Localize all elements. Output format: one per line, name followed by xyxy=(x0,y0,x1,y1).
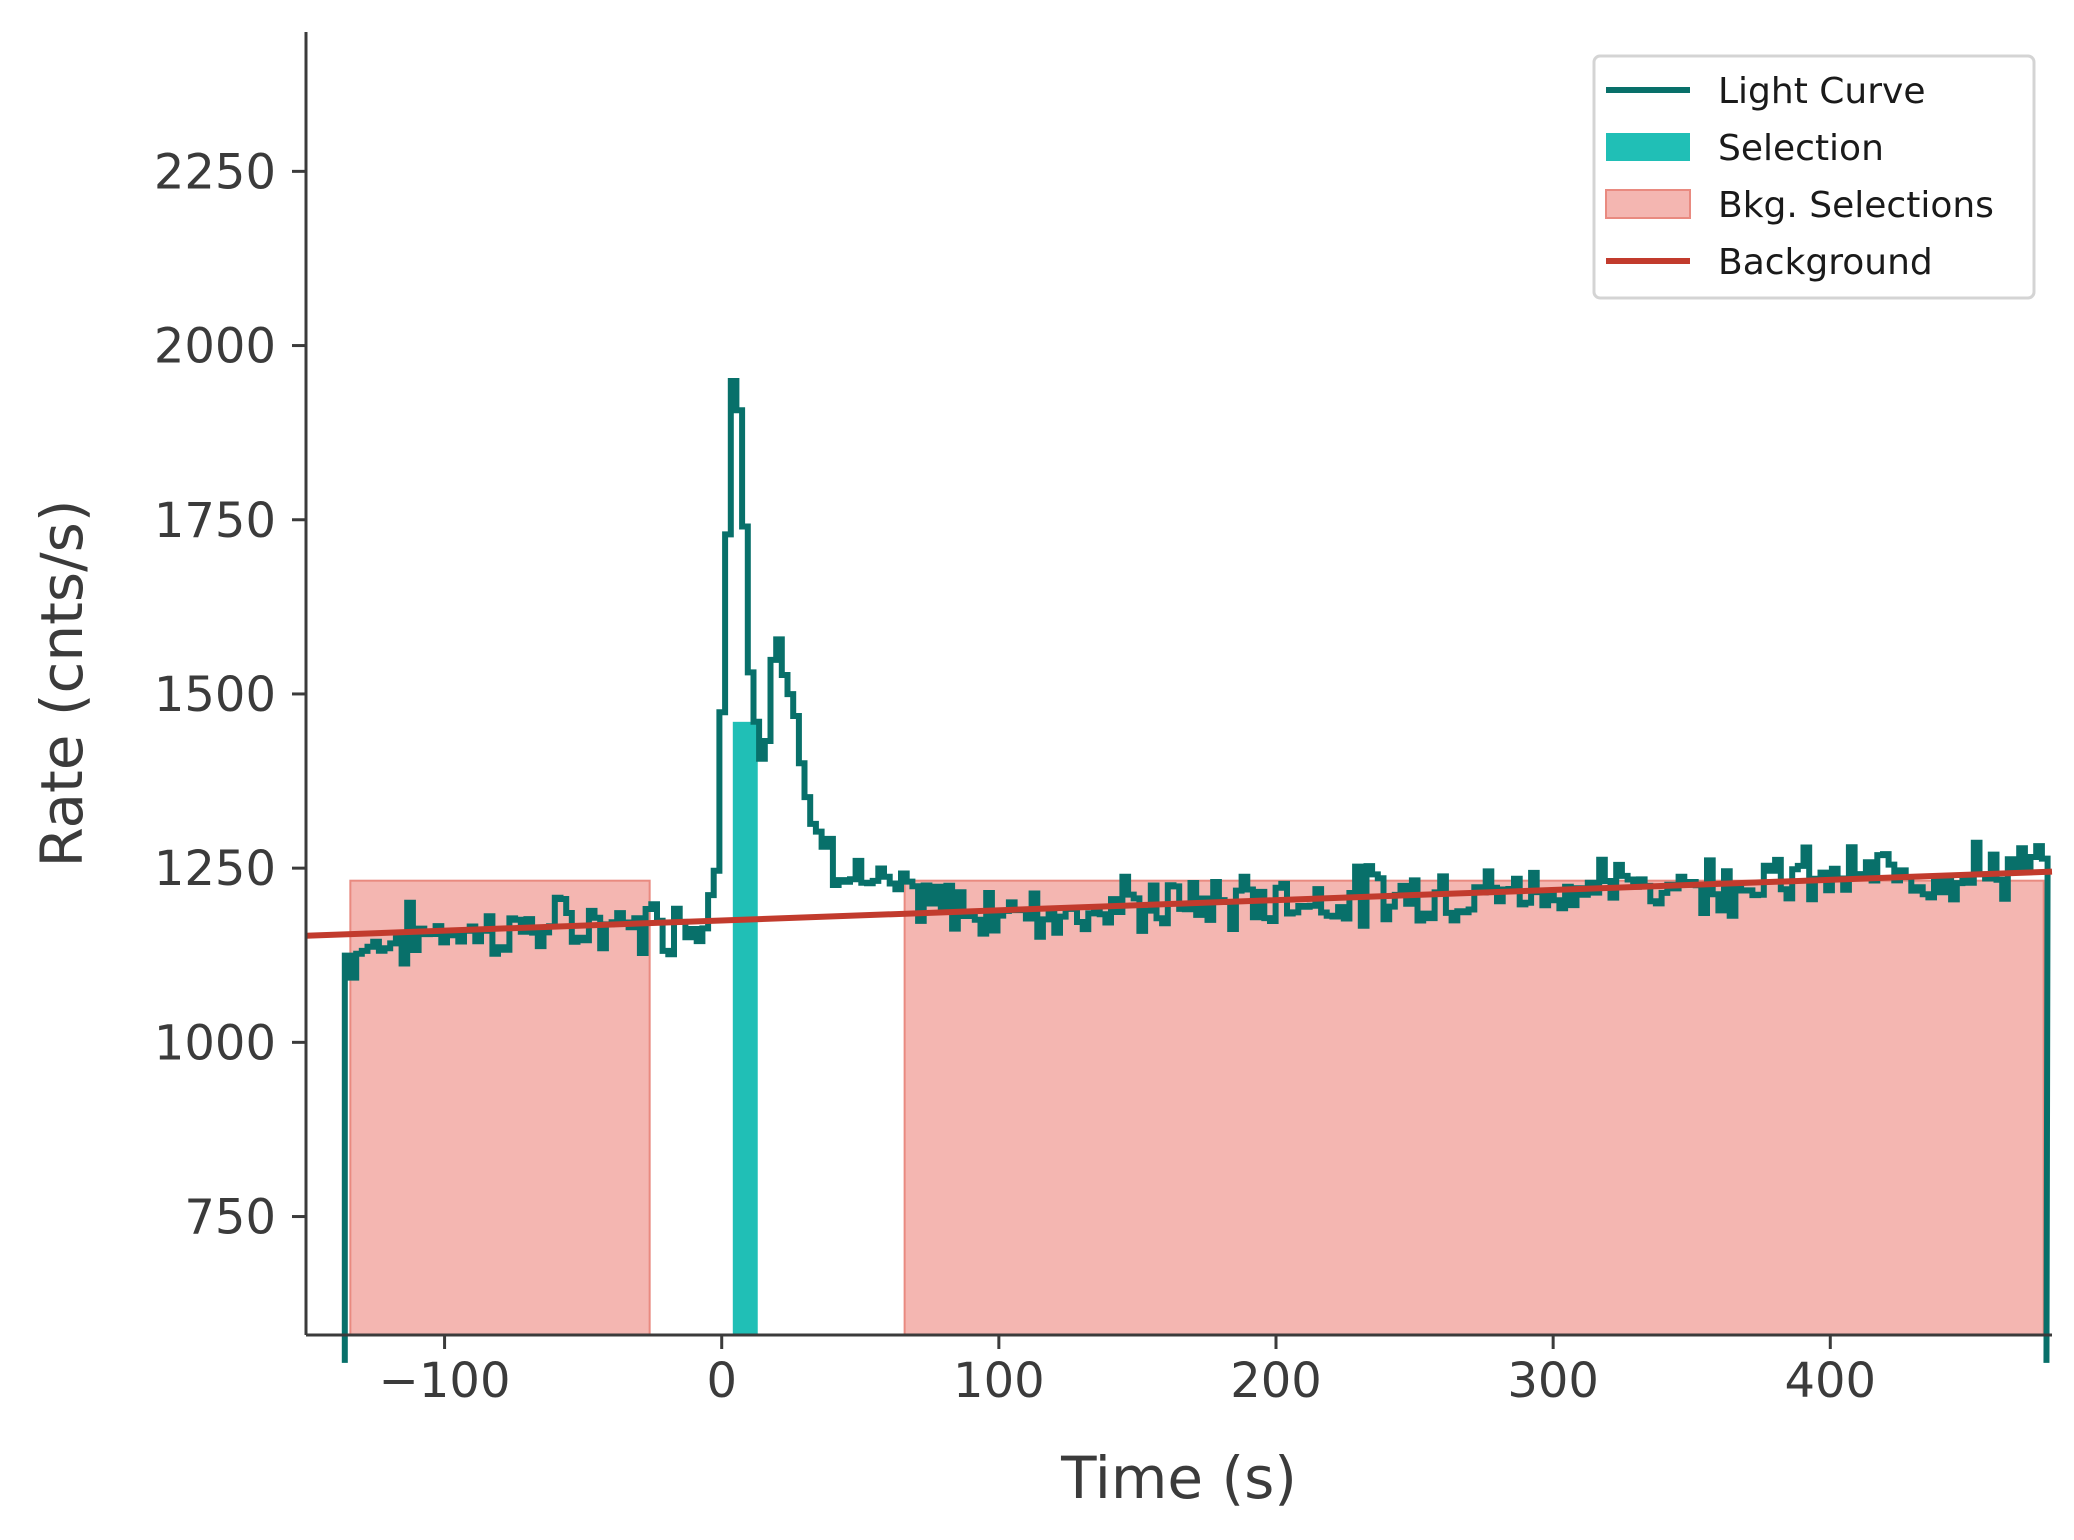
x-tick-label: 200 xyxy=(1230,1353,1322,1409)
x-tick-label: 400 xyxy=(1784,1353,1876,1409)
x-tick-label: 0 xyxy=(706,1353,737,1409)
legend-patch-swatch xyxy=(1605,189,1691,219)
y-tick-label: 1750 xyxy=(154,493,276,549)
legend-label: Selection xyxy=(1718,128,1884,169)
selection-region xyxy=(732,721,758,1335)
bkg-selection-region xyxy=(903,879,2045,1336)
x-tick-label: 300 xyxy=(1507,1353,1599,1409)
y-axis-title: Rate (cnts/s) xyxy=(28,499,96,867)
background-line xyxy=(305,868,2053,939)
y-ticks: 750 1000 1250 1500 1750 2000 2250 xyxy=(154,144,306,1246)
axes xyxy=(304,32,2052,1337)
y-tick-label: 1250 xyxy=(154,841,276,897)
x-tick-label: −100 xyxy=(379,1353,511,1409)
legend-label: Light Curve xyxy=(1718,71,1926,112)
legend: Light Curve Selection Bkg. Selections Backg… xyxy=(1592,54,2036,300)
legend-label: Bkg. Selections xyxy=(1718,185,1994,226)
y-tick-label: 1500 xyxy=(154,667,276,723)
background-series xyxy=(305,868,2053,939)
x-axis-title: Time (s) xyxy=(1060,1444,1297,1512)
x-tick-label: 100 xyxy=(953,1353,1045,1409)
legend-patch-swatch xyxy=(1606,133,1690,161)
y-tick-label: 2250 xyxy=(154,144,276,200)
legend-label: Background xyxy=(1718,242,1933,283)
x-ticks: −100 0 100 200 300 400 xyxy=(379,1335,1876,1409)
selection xyxy=(732,721,758,1335)
y-tick-label: 750 xyxy=(184,1190,276,1246)
y-tick-label: 2000 xyxy=(154,319,276,375)
legend-box xyxy=(1592,54,2036,300)
y-tick-label: 1000 xyxy=(154,1015,276,1071)
